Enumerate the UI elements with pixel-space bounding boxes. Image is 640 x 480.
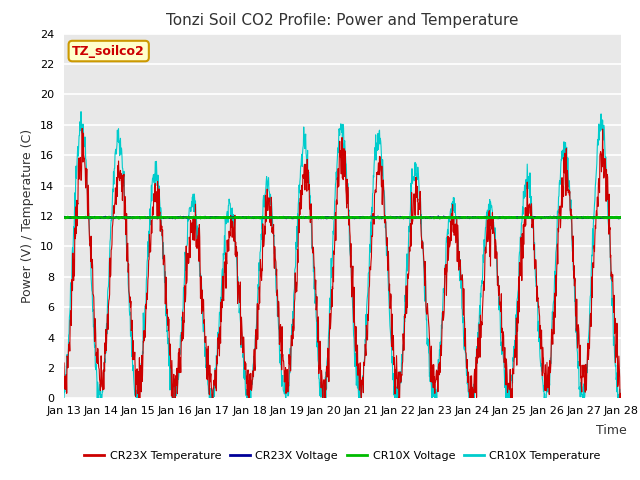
- Y-axis label: Power (V) / Temperature (C): Power (V) / Temperature (C): [22, 129, 35, 303]
- Text: TZ_soilco2: TZ_soilco2: [72, 45, 145, 58]
- X-axis label: Time: Time: [596, 424, 627, 437]
- Legend: CR23X Temperature, CR23X Voltage, CR10X Voltage, CR10X Temperature: CR23X Temperature, CR23X Voltage, CR10X …: [79, 447, 605, 466]
- Title: Tonzi Soil CO2 Profile: Power and Temperature: Tonzi Soil CO2 Profile: Power and Temper…: [166, 13, 518, 28]
